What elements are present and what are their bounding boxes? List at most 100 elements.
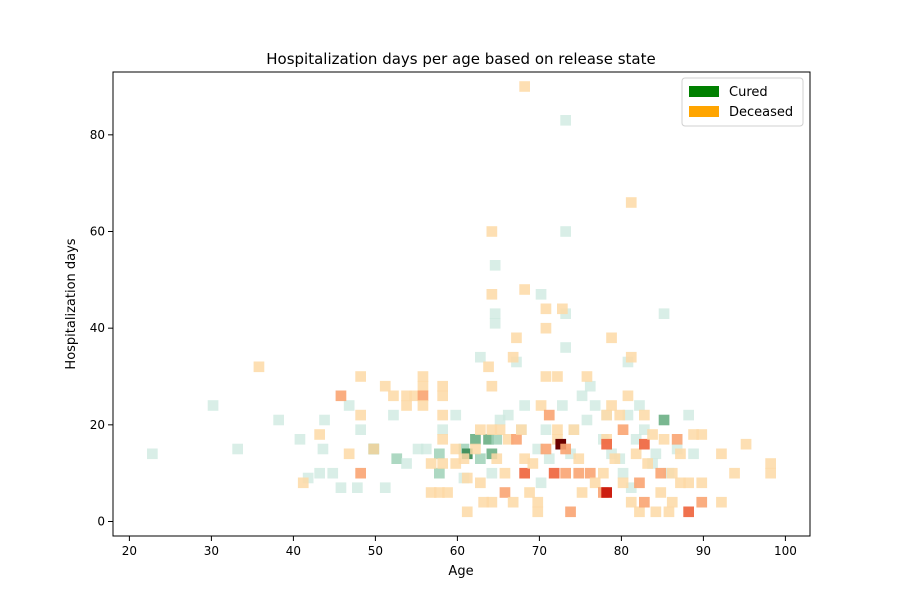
cured-cell: [391, 453, 403, 464]
deceased-cell: [511, 434, 522, 445]
cured-cell: [294, 434, 306, 445]
y-tick-label: 60: [90, 225, 105, 239]
cured-cell: [437, 424, 448, 435]
plot-area: [112, 71, 811, 537]
deceased-cell: [499, 487, 511, 498]
y-axis-label: Hospitalization days: [64, 238, 79, 369]
deceased-cell: [355, 409, 366, 421]
cured-cell: [317, 443, 329, 455]
deceased-cell: [581, 371, 593, 382]
deceased-cell: [417, 380, 429, 392]
cured-cell: [420, 443, 432, 455]
cured-cell: [489, 308, 501, 319]
deceased-cell: [532, 496, 544, 508]
deceased-cell: [499, 467, 511, 479]
deceased-cell: [601, 409, 612, 421]
cured-cell: [535, 289, 547, 300]
deceased-cell: [675, 477, 686, 489]
cured-cell: [319, 414, 330, 426]
deceased-cell: [486, 226, 498, 237]
cured-cell: [470, 434, 481, 445]
cured-cell: [581, 414, 593, 426]
deceased-cell: [535, 400, 547, 411]
x-tick-label: 60: [450, 544, 465, 558]
deceased-cell: [388, 390, 399, 402]
deceased-cell: [486, 496, 498, 508]
deceased-cell: [511, 332, 522, 344]
deceased-cell: [475, 477, 486, 489]
cured-cell: [557, 400, 568, 411]
cured-cell: [532, 443, 544, 455]
deceased-cell: [401, 390, 412, 402]
x-axis-label: Age: [448, 564, 473, 579]
cured-cell: [560, 226, 571, 237]
cured-cell: [494, 414, 506, 426]
plot-background: [113, 72, 810, 536]
deceased-cell: [625, 351, 637, 363]
cured-cell: [483, 434, 494, 445]
deceased-cell: [614, 409, 626, 421]
deceased-cell: [494, 424, 506, 435]
deceased-cell: [461, 506, 473, 518]
cured-cell: [560, 115, 571, 126]
deceased-cell: [491, 453, 503, 464]
legend-swatch-cured: [689, 86, 719, 97]
deceased-cell: [527, 458, 539, 469]
deceased-cell: [478, 496, 489, 508]
cured-cell: [232, 443, 243, 455]
deceased-cell: [568, 424, 580, 435]
cured-cell: [207, 400, 219, 411]
deceased-cell: [437, 380, 448, 392]
deceased-cell: [647, 429, 658, 440]
deceased-cell: [409, 390, 421, 402]
deceased-cell: [450, 458, 462, 469]
x-tick-label: 70: [532, 544, 547, 558]
cured-cell: [379, 482, 391, 493]
cured-cell: [450, 409, 462, 421]
deceased-cell: [450, 443, 462, 455]
deceased-cell: [540, 303, 552, 315]
deceased-cell: [502, 434, 514, 445]
legend-label-cured: Cured: [729, 85, 768, 100]
cured-cell: [355, 424, 366, 435]
cured-cell: [658, 414, 670, 426]
deceased-cell: [475, 424, 486, 435]
deceased-cell: [584, 467, 596, 479]
y-tick-label: 20: [90, 418, 105, 432]
cured-cell: [489, 318, 501, 329]
deceased-cell: [417, 390, 429, 402]
cured-cell: [434, 448, 445, 460]
x-tick-label: 100: [774, 544, 797, 558]
deceased-cell: [532, 506, 544, 518]
deceased-cell: [401, 400, 412, 411]
deceased-cell: [379, 380, 391, 392]
deceased-cell: [663, 506, 675, 518]
deceased-cell: [696, 429, 708, 440]
deceased-cell: [543, 409, 555, 421]
y-axis: 0 20 40 60 80: [90, 128, 113, 529]
deceased-cell: [560, 443, 571, 455]
cured-cell: [625, 482, 637, 493]
deceased-cell: [519, 284, 530, 295]
deceased-cell: [552, 371, 563, 382]
deceased-cell: [516, 424, 527, 435]
cured-cell: [688, 448, 699, 460]
cured-cell: [683, 409, 694, 421]
deceased-cell: [606, 332, 617, 344]
deceased-cell: [666, 496, 678, 508]
deceased-cell: [573, 453, 585, 464]
cured-cell: [475, 453, 486, 464]
deceased-cell: [576, 487, 588, 498]
cured-cell: [622, 409, 634, 421]
deceased-cell: [716, 448, 727, 460]
cured-cell: [634, 400, 645, 411]
deceased-cell: [437, 434, 448, 445]
deceased-cell: [765, 467, 776, 479]
cured-cell: [576, 390, 588, 402]
deceased-cell: [425, 487, 437, 498]
deceased-cell: [655, 467, 667, 479]
deceased-cell: [437, 390, 448, 402]
deceased-cell: [617, 477, 629, 489]
deceased-cell: [486, 424, 498, 435]
